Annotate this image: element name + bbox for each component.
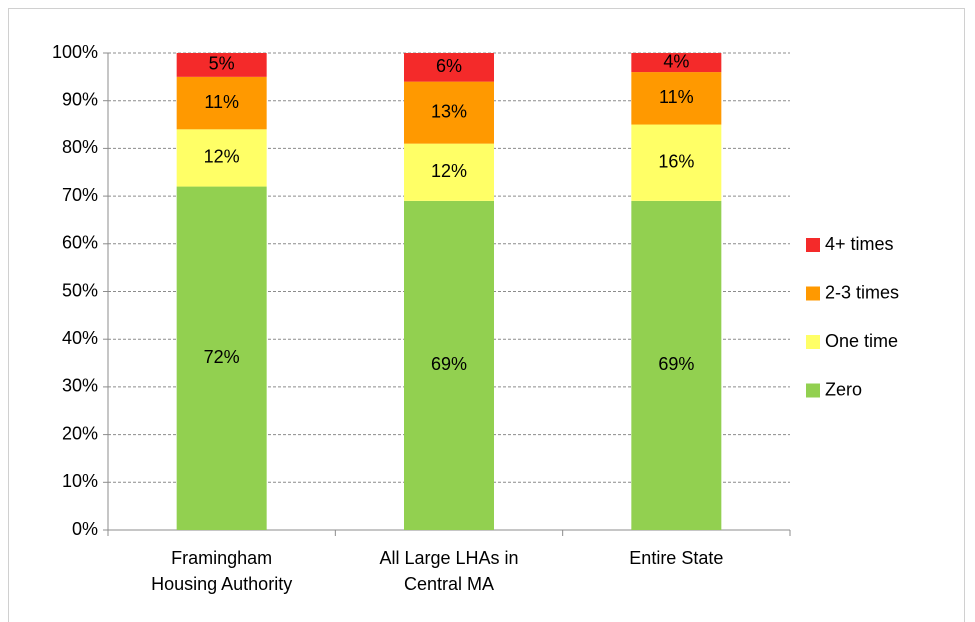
x-tick-label: Framingham Housing Authority [151, 548, 293, 594]
data-label: 4% [663, 51, 689, 71]
data-label: 16% [658, 151, 694, 171]
y-tick-label: 40% [62, 328, 98, 348]
x-tick-label: Entire State [629, 548, 724, 568]
legend-label: 2-3 times [825, 282, 899, 302]
bar-segment [176, 53, 267, 77]
data-label: 11% [659, 87, 694, 107]
y-tick-label: 70% [62, 185, 98, 205]
bar-segment [631, 200, 722, 530]
bar-segment [176, 129, 267, 187]
data-label: 69% [658, 354, 694, 374]
data-label: 6% [436, 56, 462, 76]
bar-segment [404, 53, 494, 82]
legend-label: Zero [825, 379, 862, 399]
bar-segment [631, 72, 722, 125]
data-label: 5% [209, 54, 235, 74]
y-tick-label: 50% [62, 280, 98, 300]
bar-segment [404, 143, 494, 201]
y-tick-label: 80% [62, 137, 98, 157]
data-label: 11% [204, 92, 239, 112]
y-tick-label: 90% [62, 89, 98, 109]
bar-segment [404, 200, 494, 530]
data-label: 13% [431, 101, 467, 121]
data-label: 12% [204, 147, 240, 167]
data-label: 12% [431, 161, 467, 181]
bar-segment [631, 53, 722, 73]
legend-swatch [806, 383, 820, 398]
y-tick-label: 20% [62, 423, 98, 443]
legend-swatch [806, 286, 820, 301]
bar-segment [404, 81, 494, 144]
chart-border [8, 8, 965, 622]
legend-swatch [806, 238, 820, 252]
data-label: 69% [431, 354, 467, 374]
y-tick-label: 100% [52, 42, 98, 62]
data-label: 72% [204, 347, 240, 367]
y-tick-label: 60% [62, 233, 98, 253]
x-tick-label: All Large LHAs in Central MA [379, 548, 519, 594]
bar-segment [176, 186, 267, 530]
bar-segment [176, 76, 267, 130]
legend-label: One time [825, 331, 898, 351]
y-tick-label: 30% [62, 376, 98, 396]
legend-label: 4+ times [825, 234, 894, 254]
legend-swatch [806, 335, 820, 349]
y-tick-label: 0% [72, 519, 98, 539]
y-tick-label: 10% [62, 471, 98, 491]
bar-segment [631, 124, 722, 201]
